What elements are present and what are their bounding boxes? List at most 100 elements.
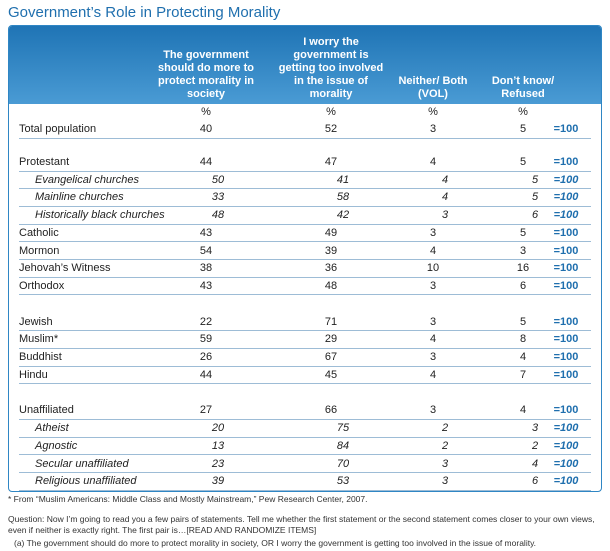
cell-value: 41 xyxy=(336,173,350,186)
row-label: Agnostic xyxy=(35,439,78,452)
note: * From “Muslim Americans: Middle Class a… xyxy=(8,494,368,504)
cell-value: 66 xyxy=(324,404,338,417)
note: Question: Now I’m going to read you a fe… xyxy=(8,514,595,535)
cell-value: 5 xyxy=(531,191,539,204)
row-rule xyxy=(19,137,591,139)
cell-value: 47 xyxy=(324,156,338,168)
row-rule xyxy=(19,489,591,491)
cell-value: 4 xyxy=(429,156,437,168)
cell-value: 84 xyxy=(336,439,350,452)
cell-value: 4 xyxy=(441,191,449,204)
cell-value: 2 xyxy=(441,422,449,435)
row-rule xyxy=(19,383,591,385)
cell-value: 6 xyxy=(531,209,539,222)
unit-label: % xyxy=(201,106,211,118)
cell-value: 59 xyxy=(199,333,213,346)
cell-value: 54 xyxy=(199,244,213,257)
row-total: =100 xyxy=(553,368,579,381)
row-total: =100 xyxy=(553,191,579,204)
cell-value: 58 xyxy=(336,191,350,204)
row-rule xyxy=(19,223,591,225)
row-label: Evangelical churches xyxy=(35,173,139,186)
row-total: =100 xyxy=(553,244,579,257)
row-label: Unaffiliated xyxy=(19,404,74,417)
row-label: Total population xyxy=(19,123,97,135)
cell-value: 39 xyxy=(324,244,338,257)
cell-value: 2 xyxy=(441,439,449,452)
row-total: =100 xyxy=(553,262,579,275)
cell-value: 36 xyxy=(324,262,338,275)
cell-value: 3 xyxy=(429,123,437,135)
row-rule xyxy=(19,205,591,207)
cell-value: 49 xyxy=(324,226,338,239)
row-rule xyxy=(19,330,591,332)
row-total: =100 xyxy=(553,422,579,435)
cell-value: 3 xyxy=(519,244,527,257)
row-rule xyxy=(19,472,591,473)
row-rule xyxy=(19,418,591,420)
cell-value: 38 xyxy=(199,262,213,275)
cell-value: 3 xyxy=(429,226,437,239)
cell-value: 70 xyxy=(336,457,350,470)
row-total: =100 xyxy=(553,404,579,417)
title: Government’s Role in Protecting Morality xyxy=(8,4,281,21)
row-rule xyxy=(19,188,591,190)
note: (a) The government should do more to pro… xyxy=(14,538,537,548)
cell-value: 5 xyxy=(519,226,527,239)
row-label: Jehovah’s Witness xyxy=(19,262,111,275)
cell-value: 33 xyxy=(211,191,225,204)
row-total: =100 xyxy=(553,457,579,470)
cell-value: 48 xyxy=(211,209,225,222)
cell-value: 39 xyxy=(211,475,225,488)
cell-value: 20 xyxy=(211,422,225,435)
cell-value: 22 xyxy=(199,315,213,328)
cell-value: 13 xyxy=(211,439,225,452)
row-total: =100 xyxy=(553,173,579,186)
cell-value: 7 xyxy=(519,368,527,381)
row-rule xyxy=(19,454,591,456)
cell-value: 23 xyxy=(211,457,225,470)
row-total: =100 xyxy=(553,439,579,452)
row-label: Religious unaffiliated xyxy=(35,475,137,488)
cell-value: 4 xyxy=(519,404,527,417)
row-label: Catholic xyxy=(19,226,59,239)
cell-value: 3 xyxy=(429,404,437,417)
row-label: Mormon xyxy=(19,244,60,257)
row-rule xyxy=(19,365,591,367)
cell-value: 2 xyxy=(531,439,539,452)
row-total: =100 xyxy=(553,315,579,328)
cell-value: 4 xyxy=(531,457,539,470)
table-header: The government should do more to protect… xyxy=(9,26,601,104)
cell-value: 44 xyxy=(199,156,213,168)
row-rule xyxy=(19,436,591,438)
cell-value: 3 xyxy=(429,279,437,292)
unit-label: % xyxy=(428,106,438,118)
row-total: =100 xyxy=(553,226,579,239)
cell-value: 75 xyxy=(336,422,350,435)
row-label: Protestant xyxy=(19,156,70,168)
column-header: Don’t know/ Refused xyxy=(491,75,555,100)
cell-value: 4 xyxy=(429,244,437,257)
cell-value: 5 xyxy=(519,123,527,135)
row-label: Historically black churches xyxy=(35,209,165,222)
cell-value: 4 xyxy=(441,173,449,186)
row-total: =100 xyxy=(553,156,579,168)
cell-value: 52 xyxy=(324,123,338,135)
column-header: I worry the government is getting too in… xyxy=(278,36,384,100)
cell-value: 53 xyxy=(336,475,350,488)
row-rule xyxy=(19,241,591,243)
cell-value: 5 xyxy=(531,173,539,186)
cell-value: 6 xyxy=(531,475,539,488)
row-label: Atheist xyxy=(35,422,69,435)
unit-label: % xyxy=(326,106,336,118)
cell-value: 45 xyxy=(324,368,338,381)
cell-value: 6 xyxy=(519,279,527,292)
row-total: =100 xyxy=(553,279,579,292)
row-total: =100 xyxy=(553,351,579,363)
cell-value: 5 xyxy=(519,315,527,328)
cell-value: 8 xyxy=(519,333,527,346)
unit-label: % xyxy=(518,106,528,118)
row-total: =100 xyxy=(553,475,579,488)
cell-value: 48 xyxy=(324,279,338,292)
